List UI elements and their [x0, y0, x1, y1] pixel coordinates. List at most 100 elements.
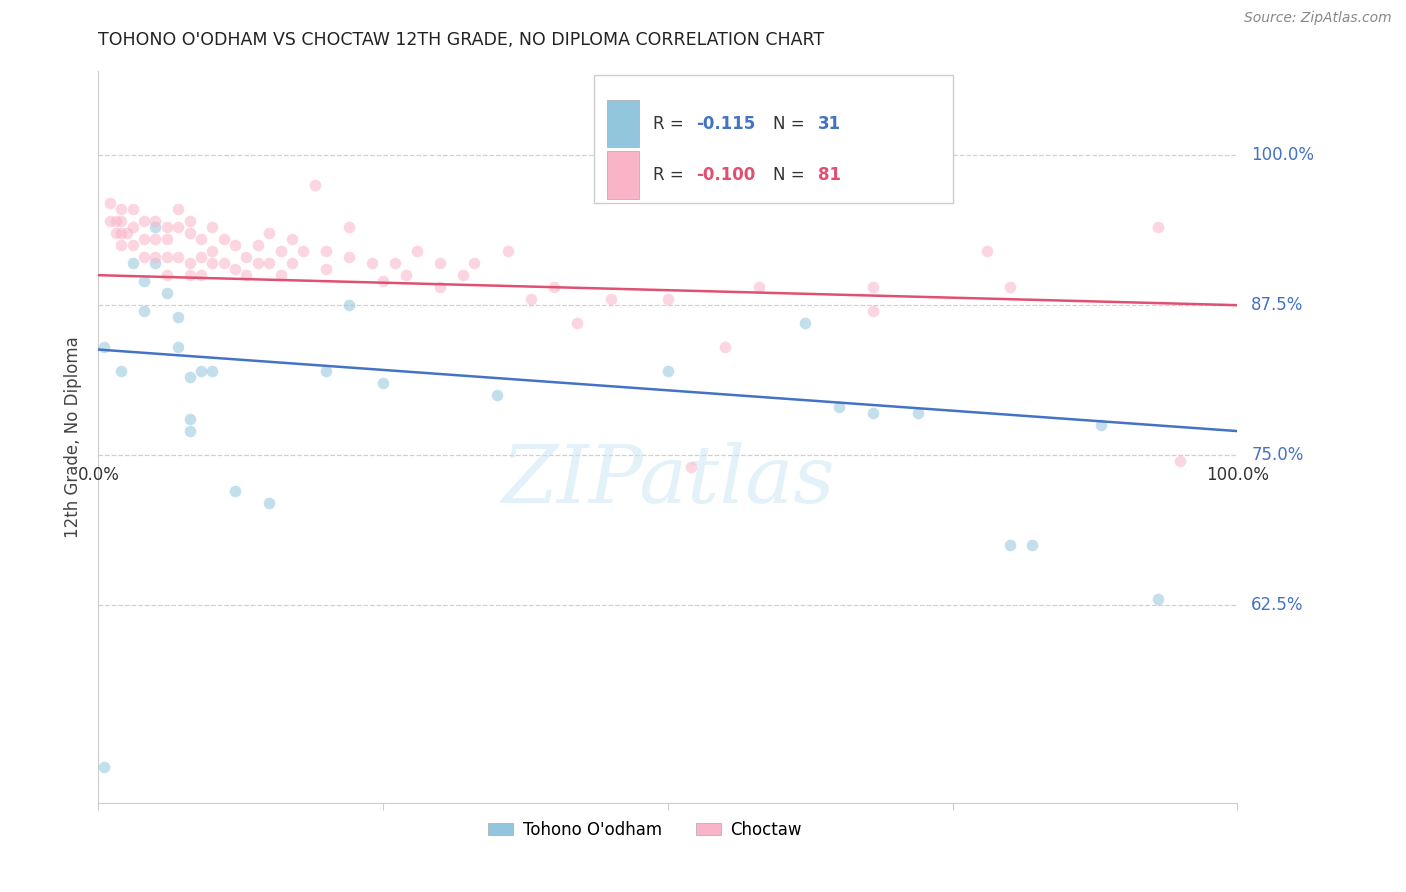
- Point: [93, 340, 115, 354]
- Point: [451, 268, 474, 283]
- Point: [281, 232, 304, 246]
- Point: [304, 178, 326, 193]
- Point: [793, 142, 815, 156]
- Point: [145, 256, 167, 270]
- Point: [167, 220, 190, 235]
- Point: [179, 424, 201, 438]
- Point: [121, 220, 143, 235]
- Point: [862, 406, 884, 420]
- Point: [371, 274, 394, 288]
- Text: N =: N =: [773, 115, 810, 133]
- Point: [98, 196, 121, 211]
- Point: [657, 364, 679, 378]
- Point: [167, 202, 190, 217]
- Point: [714, 340, 737, 354]
- Point: [201, 364, 224, 378]
- Point: [246, 238, 269, 252]
- Point: [179, 226, 201, 240]
- Legend: Tohono O'odham, Choctaw: Tohono O'odham, Choctaw: [481, 814, 808, 846]
- Point: [520, 292, 543, 306]
- Point: [235, 250, 257, 264]
- Point: [998, 538, 1021, 552]
- Point: [156, 220, 179, 235]
- Point: [360, 256, 382, 270]
- Text: ZIPatlas: ZIPatlas: [501, 442, 835, 520]
- Point: [862, 280, 884, 294]
- Point: [132, 274, 155, 288]
- Point: [315, 244, 337, 259]
- Point: [259, 256, 281, 270]
- Point: [1146, 591, 1168, 606]
- Point: [132, 304, 155, 318]
- Point: [224, 262, 246, 277]
- Point: [395, 268, 418, 283]
- Point: [793, 316, 815, 330]
- Point: [907, 406, 929, 420]
- Point: [121, 256, 143, 270]
- Text: R =: R =: [652, 166, 689, 184]
- Point: [110, 202, 132, 217]
- Point: [224, 238, 246, 252]
- Point: [115, 226, 138, 240]
- Point: [337, 220, 360, 235]
- Point: [623, 190, 645, 204]
- Point: [201, 220, 224, 235]
- Point: [121, 202, 143, 217]
- Text: 87.5%: 87.5%: [1251, 296, 1303, 314]
- Point: [1090, 418, 1112, 433]
- Text: 75.0%: 75.0%: [1251, 446, 1303, 464]
- Text: 81: 81: [818, 166, 841, 184]
- Text: 62.5%: 62.5%: [1251, 596, 1303, 614]
- Point: [259, 496, 281, 510]
- Point: [828, 400, 851, 414]
- Point: [281, 256, 304, 270]
- Text: -0.115: -0.115: [696, 115, 755, 133]
- Text: 100.0%: 100.0%: [1206, 467, 1268, 484]
- Point: [121, 238, 143, 252]
- Point: [110, 364, 132, 378]
- Point: [132, 250, 155, 264]
- Point: [259, 226, 281, 240]
- Point: [98, 214, 121, 228]
- Point: [179, 214, 201, 228]
- Point: [190, 250, 212, 264]
- Point: [145, 232, 167, 246]
- Point: [315, 262, 337, 277]
- Point: [862, 304, 884, 318]
- Point: [156, 232, 179, 246]
- Point: [132, 214, 155, 228]
- Point: [212, 232, 235, 246]
- FancyBboxPatch shape: [593, 75, 953, 203]
- Text: N =: N =: [773, 166, 810, 184]
- Point: [998, 280, 1021, 294]
- Point: [384, 256, 406, 270]
- Point: [145, 214, 167, 228]
- Point: [156, 286, 179, 301]
- Point: [179, 268, 201, 283]
- Point: [463, 256, 485, 270]
- Point: [371, 376, 394, 391]
- Point: [337, 250, 360, 264]
- Text: TOHONO O'ODHAM VS CHOCTAW 12TH GRADE, NO DIPLOMA CORRELATION CHART: TOHONO O'ODHAM VS CHOCTAW 12TH GRADE, NO…: [98, 31, 824, 49]
- Point: [337, 298, 360, 312]
- Point: [600, 292, 623, 306]
- Point: [270, 244, 292, 259]
- Text: Source: ZipAtlas.com: Source: ZipAtlas.com: [1244, 11, 1392, 25]
- Point: [1170, 454, 1192, 468]
- Text: 100.0%: 100.0%: [1251, 146, 1315, 164]
- Point: [429, 256, 451, 270]
- Point: [156, 250, 179, 264]
- Point: [212, 256, 235, 270]
- Point: [145, 250, 167, 264]
- Point: [145, 220, 167, 235]
- Point: [179, 256, 201, 270]
- Text: 31: 31: [818, 115, 841, 133]
- Point: [201, 256, 224, 270]
- Point: [679, 460, 702, 475]
- Point: [565, 316, 588, 330]
- Point: [246, 256, 269, 270]
- Point: [104, 226, 127, 240]
- Point: [167, 250, 190, 264]
- Point: [429, 280, 451, 294]
- Point: [498, 244, 520, 259]
